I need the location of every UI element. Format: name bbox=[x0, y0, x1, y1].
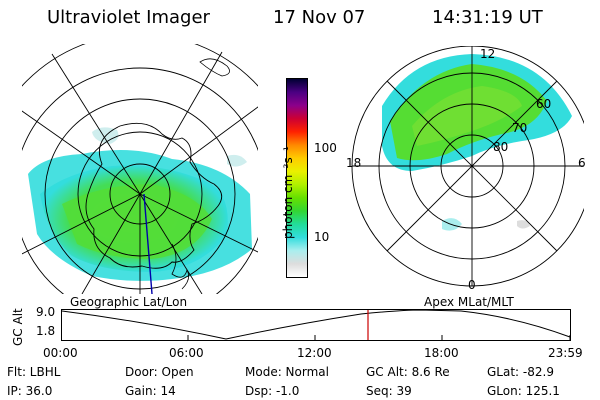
time-tick-0000: 00:00 bbox=[43, 346, 78, 360]
gain-readout: Gain: 14 bbox=[125, 384, 176, 398]
glon-readout: GLon: 125.1 bbox=[487, 384, 560, 398]
instrument-title: Ultraviolet Imager bbox=[47, 7, 210, 28]
mlt-label-0: 0 bbox=[468, 278, 476, 292]
mlt-label-18: 18 bbox=[346, 156, 362, 170]
colorbar-label: photon cm⁻²s⁻¹ bbox=[281, 146, 295, 239]
mlat-label-80: 80 bbox=[493, 140, 509, 154]
mlat-label-60: 60 bbox=[536, 97, 552, 111]
geographic-map-panel bbox=[22, 44, 258, 294]
mlat-label-70: 70 bbox=[512, 121, 528, 135]
time-tick-1200: 12:00 bbox=[297, 346, 332, 360]
alt-axis-label: GC Alt bbox=[11, 308, 25, 346]
magnetic-map-panel bbox=[342, 45, 593, 290]
magnetic-caption: Apex MLat/MLT bbox=[424, 295, 514, 309]
time-tick-1800: 18:00 bbox=[424, 346, 459, 360]
time-tick-0600: 06:00 bbox=[169, 346, 204, 360]
gc-alt-readout: GC Alt: 8.6 Re bbox=[366, 365, 450, 379]
mode-readout: Mode: Normal bbox=[245, 365, 329, 379]
mlt-label-6: 6 bbox=[578, 156, 586, 170]
glat-readout: GLat: -82.9 bbox=[487, 365, 554, 379]
observation-time: 14:31:19 UT bbox=[432, 7, 543, 28]
ip-readout: IP: 36.0 bbox=[7, 384, 53, 398]
seq-readout: Seq: 39 bbox=[366, 384, 412, 398]
geographic-caption: Geographic Lat/Lon bbox=[70, 295, 188, 309]
observation-date: 17 Nov 07 bbox=[273, 7, 366, 28]
dsp-readout: Dsp: -1.0 bbox=[245, 384, 300, 398]
mlt-label-12: 12 bbox=[480, 47, 496, 61]
colorbar-tick-100: 100 bbox=[314, 141, 337, 155]
altitude-plot bbox=[61, 309, 571, 341]
colorbar-tick-10: 10 bbox=[314, 230, 330, 244]
colorbar bbox=[286, 78, 308, 278]
door-readout: Door: Open bbox=[125, 365, 194, 379]
alt-tick-9: 9.0 bbox=[36, 305, 56, 319]
filter-readout: Flt: LBHL bbox=[7, 365, 61, 379]
time-tick-2359: 23:59 bbox=[548, 346, 583, 360]
alt-tick-1-8: 1.8 bbox=[36, 324, 56, 338]
